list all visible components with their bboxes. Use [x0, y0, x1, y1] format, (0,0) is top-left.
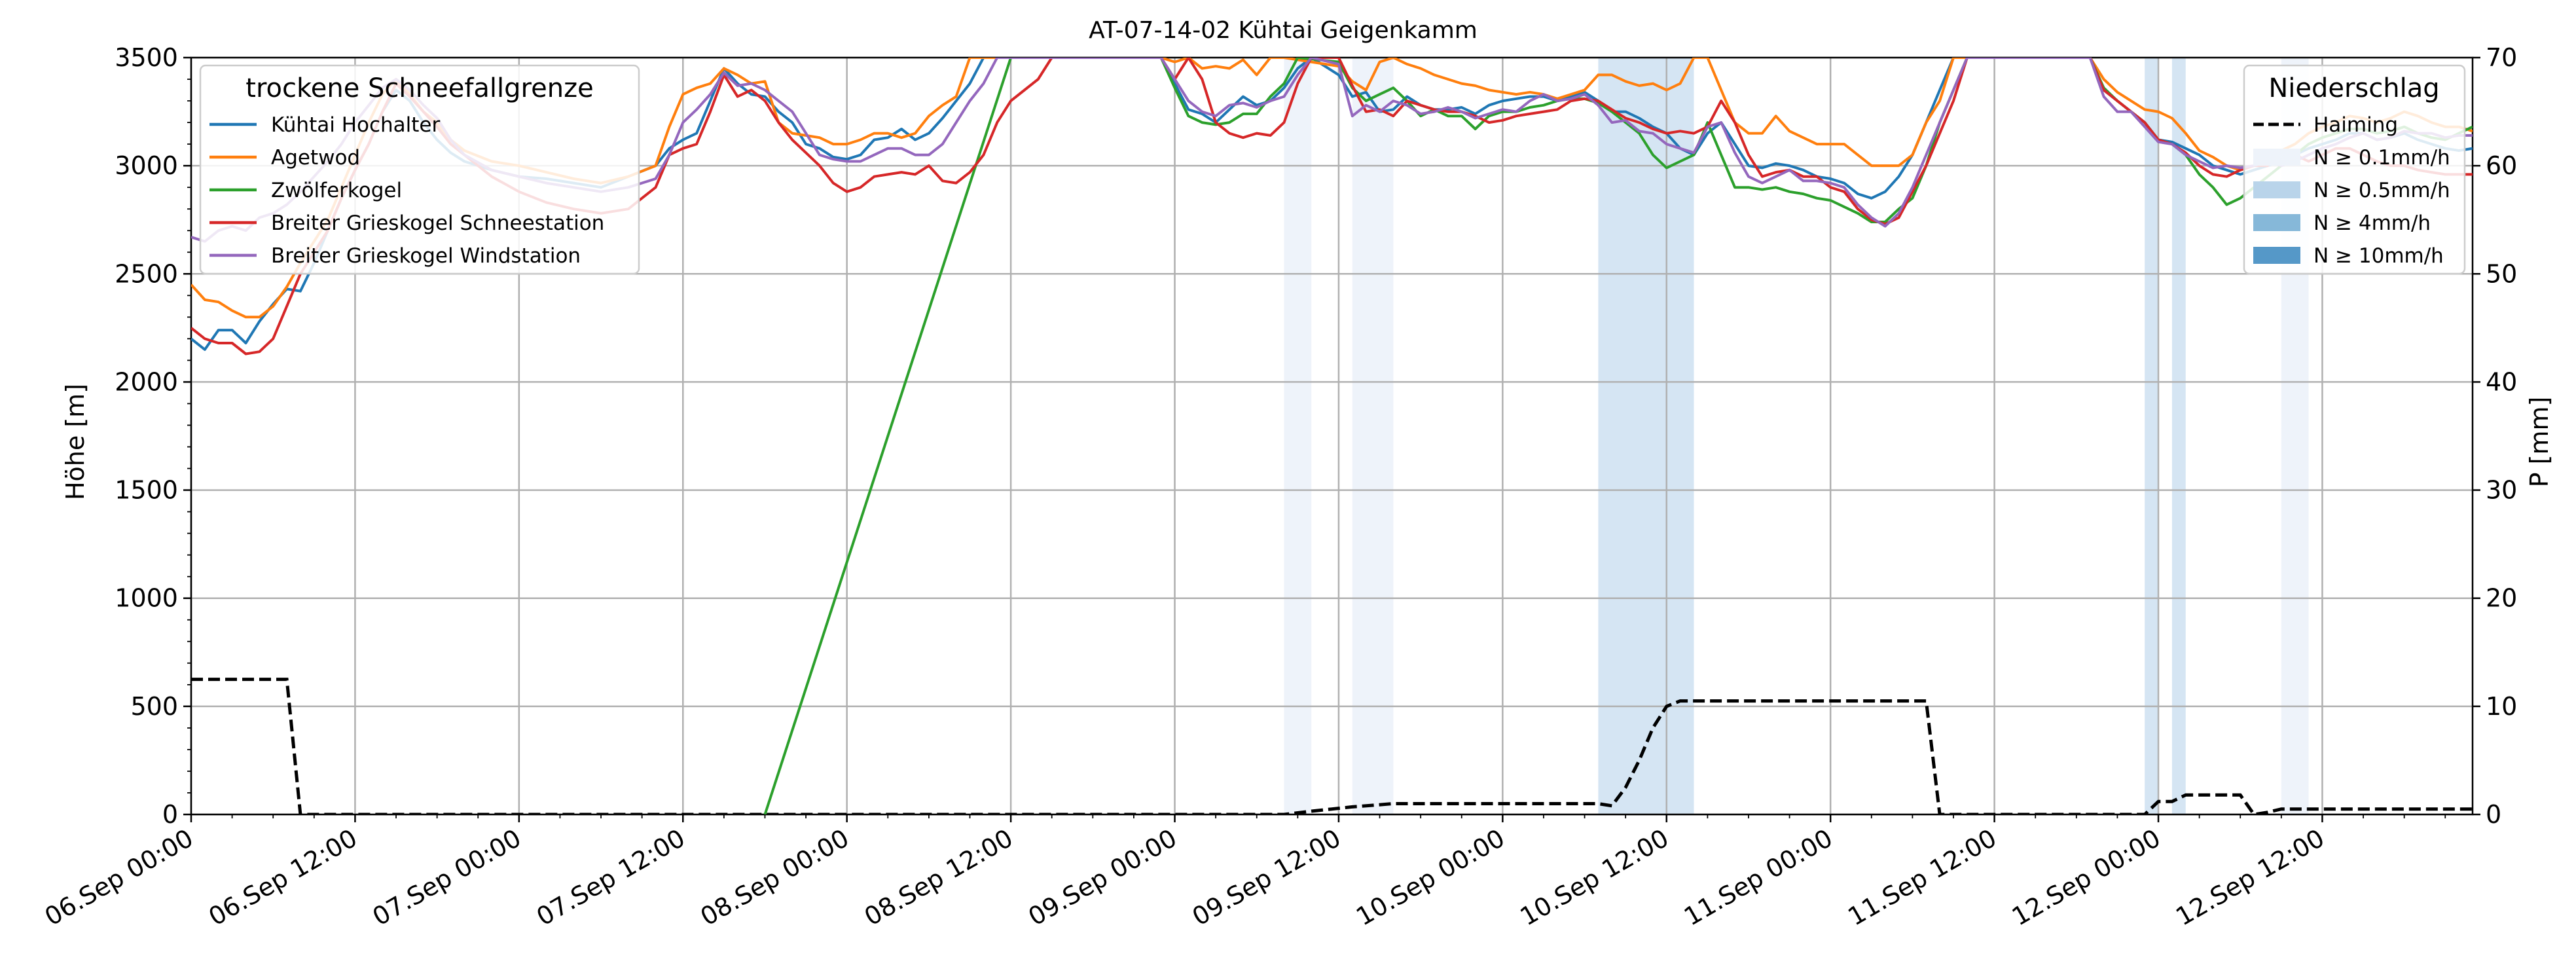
legend-label: N ≥ 0.5mm/h: [2313, 179, 2450, 202]
precip-band: [1598, 58, 1694, 814]
y-right-tick-label: 60: [2486, 151, 2517, 180]
legend-label: Haiming: [2313, 113, 2398, 137]
precip-line: [191, 678, 2473, 814]
x-tick-label: 10.Sep 00:00: [1351, 824, 1510, 932]
legend-label: Agetwod: [271, 146, 360, 170]
legend-patch: [2253, 181, 2300, 198]
y-tick-label: 1000: [115, 584, 178, 613]
precip-band: [2171, 58, 2186, 814]
y-right-tick-label: 20: [2486, 584, 2517, 613]
x-tick-label: 09.Sep 12:00: [1188, 824, 1346, 932]
y-right-tick-label: 50: [2486, 259, 2517, 288]
legend-right-title: Niederschlag: [2268, 73, 2439, 103]
y-right-tick-label: 10: [2486, 692, 2517, 721]
legend-label: N ≥ 0.1mm/h: [2313, 146, 2450, 170]
chart-title: AT-07-14-02 Kühtai Geigenkamm: [1089, 17, 1478, 44]
legend-label: Breiter Grieskogel Windstation: [271, 244, 581, 268]
legend-patch: [2253, 149, 2300, 166]
legend-left-box: [199, 64, 640, 275]
legend-patch: [2253, 247, 2300, 264]
precip-band: [1284, 58, 1312, 814]
x-tick-label: 07.Sep 00:00: [368, 824, 526, 932]
y-tick-label: 2500: [115, 259, 178, 288]
y-tick-label: 0: [162, 800, 178, 829]
x-tick-label: 06.Sep 12:00: [204, 824, 362, 932]
legend-label: Zwölferkogel: [271, 179, 402, 202]
x-tick-label: 07.Sep 12:00: [532, 824, 690, 932]
x-tick-label: 12.Sep 12:00: [2171, 824, 2329, 932]
legend-label: N ≥ 4mm/h: [2313, 211, 2431, 235]
y-right-tick-label: 30: [2486, 476, 2517, 505]
y-tick-label: 500: [130, 692, 178, 721]
y-tick-label: 2000: [115, 367, 178, 396]
y-tick-label: 1500: [115, 476, 178, 505]
legend-patch: [2253, 214, 2300, 231]
y-right-tick-label: 40: [2486, 367, 2517, 396]
legend-label: Breiter Grieskogel Schneestation: [271, 211, 604, 235]
legend-label: Kühtai Hochalter: [271, 113, 441, 137]
x-tick-label: 12.Sep 00:00: [2007, 824, 2166, 932]
legend-label: N ≥ 10mm/h: [2313, 244, 2444, 268]
legend-left: trockene Schneefallgrenze Kühtai Hochalte…: [199, 64, 640, 275]
y-tick-label: 3000: [115, 151, 178, 180]
x-tick-label: 11.Sep 12:00: [1843, 824, 2001, 932]
precip-line-haiming: [191, 678, 2473, 814]
y-axis-label: Höhe [m]: [61, 384, 90, 500]
y-axis-label-right: P [mm]: [2525, 397, 2554, 488]
legend-right: Niederschlag Haiming N ≥ 0.1mm/h N ≥ 0.5mm/…: [2243, 64, 2466, 275]
x-tick-label: 11.Sep 00:00: [1679, 824, 1838, 932]
y-tick-label: 3500: [115, 43, 178, 72]
legend-left-title: trockene Schneefallgrenze: [245, 73, 593, 103]
precip-band: [2145, 58, 2159, 814]
y-right-tick-label: 70: [2486, 43, 2517, 72]
x-tick-label: 10.Sep 12:00: [1515, 824, 1674, 932]
x-tick-label: 09.Sep 00:00: [1023, 824, 1182, 932]
x-tick-label: 08.Sep 12:00: [860, 824, 1018, 932]
precip-band: [1352, 58, 1394, 814]
x-tick-label: 06.Sep 00:00: [40, 824, 198, 932]
y-right-tick-label: 0: [2486, 800, 2501, 829]
x-tick-label: 08.Sep 00:00: [696, 824, 854, 932]
